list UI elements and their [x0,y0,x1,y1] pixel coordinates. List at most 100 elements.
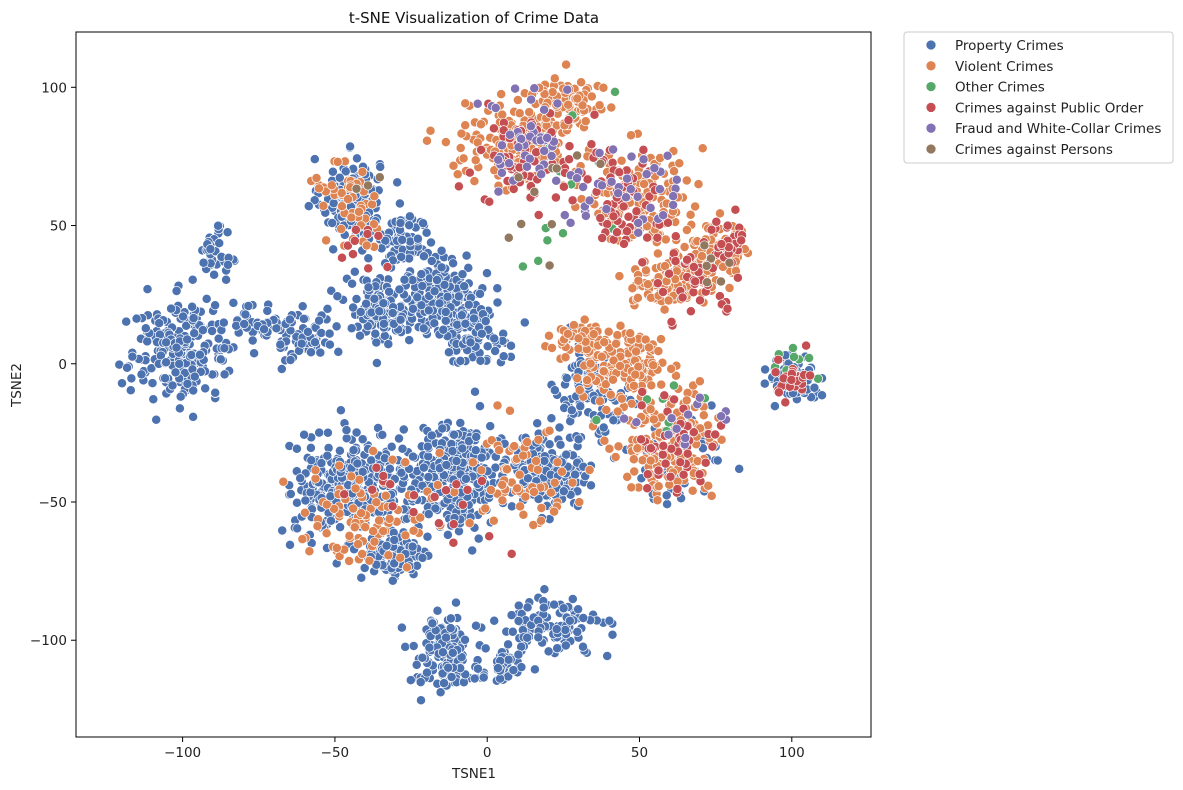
scatter-point [685,306,696,317]
legend-marker [925,122,937,134]
scatter-point [547,87,558,98]
y-axis-label: TSNE2 [9,363,25,408]
scatter-point [361,298,372,309]
scatter-point [441,632,452,643]
scatter-point [565,217,576,228]
scatter-point [408,451,418,462]
scatter-point [504,158,514,169]
scatter-point [425,125,436,136]
scatter-point [580,116,591,127]
scatter-point [182,378,193,389]
x-axis-label: TSNE1 [451,766,496,782]
series-1 [278,59,753,573]
scatter-point [666,316,677,327]
scatter-point [209,269,220,280]
scatter-point [622,226,632,237]
scatter-point [240,309,251,320]
scatter-point [636,434,647,445]
scatter-point [385,479,396,490]
scatter-point [136,369,147,380]
scatter-point [688,262,699,272]
scatter-point [432,480,443,490]
scatter-point [147,378,158,389]
scatter-point [484,531,495,542]
scatter-point [363,263,374,274]
scatter-point [312,521,323,532]
scatter-point [669,166,679,177]
scatter-point [175,391,186,402]
scatter-point [341,425,352,436]
scatter-point [594,148,605,158]
series-5 [351,150,735,288]
scatter-point [408,303,418,314]
scatter-point [174,358,185,369]
scatter-point [638,154,649,165]
scatter-point [543,646,554,657]
scatter-point [447,446,458,457]
scatter-point [379,330,390,341]
scatter-point [480,643,491,654]
scatter-point [387,575,398,586]
scatter-point [557,466,567,477]
scatter-point [506,501,517,512]
scatter-point [284,314,295,325]
scatter-point [423,509,434,520]
scatter-point [383,339,394,350]
scatter-point [662,499,673,510]
scatter-point [502,464,512,475]
scatter-point [378,471,389,481]
scatter-point [631,206,642,217]
scatter-point [648,360,659,371]
scatter-point [321,499,332,510]
scatter-point [188,313,199,324]
x-axis: −100 −50 0 50 100 [164,737,805,761]
scatter-point [306,347,316,358]
scatter-point [573,434,584,445]
x-tick-label: 0 [483,745,492,761]
scatter-point [769,401,780,412]
scatter-point [492,297,503,308]
scatter-point [497,495,508,506]
scatter-point [514,469,525,480]
scatter-point [570,469,581,480]
scatter-point [350,224,361,235]
scatter-point [578,641,588,652]
scatter-point [734,463,745,474]
scatter-point [417,552,428,563]
scatter-point [575,401,586,412]
scatter-point [604,443,615,454]
scatter-point [536,515,546,526]
scatter-point [336,188,347,198]
scatter-point [429,492,440,502]
scatter-point [510,83,521,94]
scatter-point [298,313,309,324]
scatter-point [642,232,653,243]
legend-marker [925,102,937,113]
scatter-point [653,346,664,357]
scatter-point [305,442,316,453]
scatter-point [482,341,493,352]
scatter-point [636,400,647,411]
scatter-point [369,293,380,304]
y-tick-label: −50 [39,495,68,511]
scatter-point [187,274,198,285]
scatter-point [493,663,503,674]
scatter-point [656,379,667,390]
scatter-point [449,429,460,440]
scatter-point [558,228,568,239]
legend-item: Other Crimes [925,80,1045,96]
scatter-point [551,163,562,174]
scatter-point [439,279,450,290]
scatter-point [490,103,501,113]
scatter-point [671,423,682,434]
scatter-point [716,239,727,250]
scatter-point [404,335,415,346]
scatter-point [573,333,584,344]
scatter-point [513,649,524,660]
scatter-point [451,456,462,466]
scatter-point [210,300,221,311]
scatter-point [389,535,400,545]
plot-frame [75,31,872,738]
scatter-point [642,279,653,290]
scatter-point [309,154,320,165]
